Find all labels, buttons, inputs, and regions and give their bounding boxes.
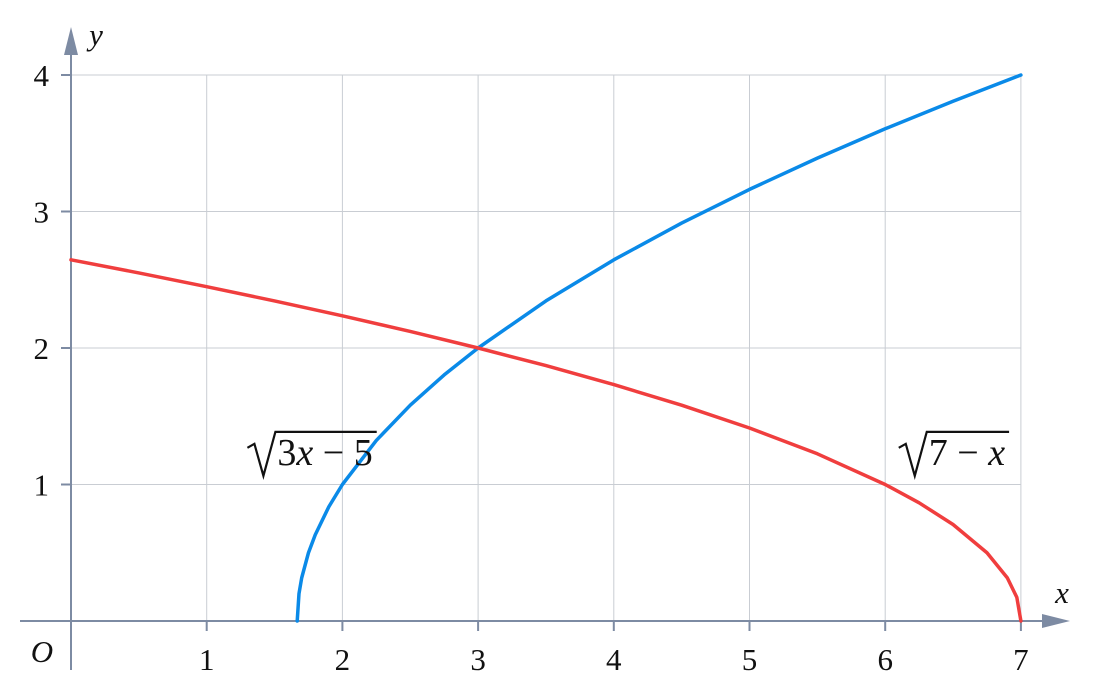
x-axis-arrow-icon bbox=[1042, 614, 1070, 628]
origin-label: O bbox=[31, 634, 53, 669]
y-tick-label-1: 1 bbox=[34, 468, 50, 503]
x-tick-label-3: 3 bbox=[470, 642, 486, 677]
series-label-2: 7 − x bbox=[898, 430, 1010, 480]
series-label-1: 3x − 5 bbox=[246, 430, 377, 480]
x-tick-label-5: 5 bbox=[742, 642, 758, 677]
x-tick-label-6: 6 bbox=[877, 642, 893, 677]
y-tick-label-2: 2 bbox=[34, 331, 50, 366]
x-tick-label-2: 2 bbox=[335, 642, 351, 677]
x-axis-label: x bbox=[1054, 575, 1069, 610]
y-tick-label-4: 4 bbox=[34, 58, 50, 93]
series bbox=[69, 73, 1023, 623]
grid bbox=[71, 74, 1022, 621]
series-label-text-2: 7 − x bbox=[929, 432, 1005, 474]
label-part-a: 7 − bbox=[929, 432, 988, 474]
series-line-1 bbox=[295, 73, 1023, 623]
series-label-text-1: 3x − 5 bbox=[277, 432, 372, 474]
y-axis-arrow-icon bbox=[64, 27, 78, 55]
x-tick-label-7: 7 bbox=[1013, 642, 1029, 677]
x-tick-label-1: 1 bbox=[199, 642, 215, 677]
y-tick-label-3: 3 bbox=[34, 195, 50, 230]
y-axis-label: y bbox=[86, 17, 103, 52]
axes bbox=[20, 27, 1070, 670]
series-line-2 bbox=[69, 258, 1023, 623]
label-part-var: x bbox=[987, 432, 1005, 474]
x-tick-label-4: 4 bbox=[606, 642, 622, 677]
label-part-b: − 5 bbox=[313, 432, 372, 474]
radical-sign-icon bbox=[246, 430, 377, 480]
label-part-var: x bbox=[295, 432, 313, 474]
radical-sign-icon bbox=[898, 430, 1010, 480]
label-part-a: 3 bbox=[277, 432, 296, 474]
